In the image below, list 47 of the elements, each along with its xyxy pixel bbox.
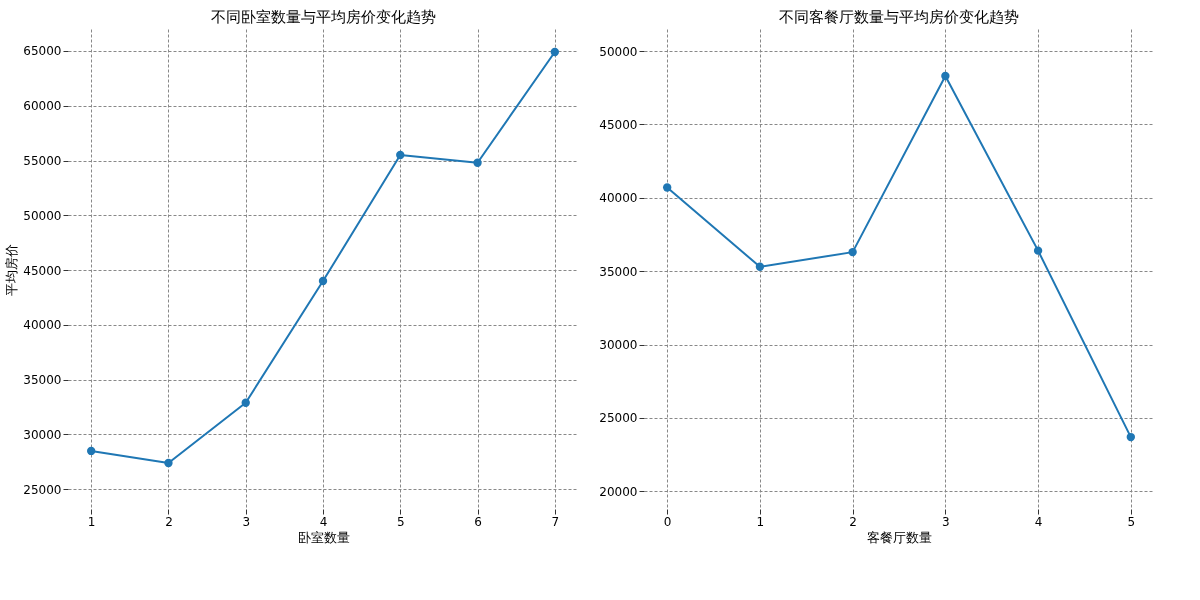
x-tick-label: 3 xyxy=(942,514,950,529)
y-tick-label: 50000 xyxy=(599,44,638,59)
x-tick-label: 3 xyxy=(242,514,251,529)
point xyxy=(473,158,482,167)
point xyxy=(241,398,250,407)
point xyxy=(1033,246,1043,255)
point xyxy=(848,247,857,257)
y-tick-label: 20000 xyxy=(599,484,638,499)
y-tick-label: 60000 xyxy=(23,99,62,114)
x-axis-title: 客餐厅数量 xyxy=(867,529,932,545)
x-tick-label: 2 xyxy=(849,514,857,529)
y-tick-label: 55000 xyxy=(23,154,62,169)
x-tick-label: 4 xyxy=(319,514,328,529)
y-tick-label: 50000 xyxy=(23,208,62,223)
x-axis-title: 卧室数量 xyxy=(297,529,350,545)
y-tick-label: 45000 xyxy=(599,117,638,132)
x-tick-label: 4 xyxy=(1034,514,1043,529)
y-tick-label: 35000 xyxy=(23,373,62,388)
point xyxy=(1126,432,1135,442)
point xyxy=(755,262,765,271)
y-axis-title: 平均房价 xyxy=(4,243,20,296)
x-tick-label: 5 xyxy=(1127,514,1136,529)
y-tick-label: 65000 xyxy=(23,44,62,59)
y-tick-label: 30000 xyxy=(599,338,638,353)
x-tick-label: 1 xyxy=(756,514,765,529)
point xyxy=(164,458,173,468)
x-tick-label: 5 xyxy=(396,514,405,529)
x-tick-label: 2 xyxy=(165,514,173,529)
point xyxy=(941,71,950,81)
y-tick-label: 30000 xyxy=(23,427,62,442)
x-tick-label: 6 xyxy=(474,514,482,529)
chart-title: 不同卧室数量与平均房价变化趋势 xyxy=(210,8,436,26)
point xyxy=(318,276,328,286)
point xyxy=(663,183,672,192)
y-tick-label: 35000 xyxy=(599,264,638,279)
point xyxy=(396,150,405,160)
y-tick-label: 40000 xyxy=(599,191,638,206)
x-tick-label: 1 xyxy=(87,514,96,529)
point xyxy=(550,47,559,57)
x-tick-label: 0 xyxy=(663,514,672,529)
chart-title: 不同客餐厅数量与平均房价变化趋势 xyxy=(779,8,1019,26)
point xyxy=(87,446,96,456)
y-tick-label: 25000 xyxy=(599,411,638,426)
y-tick-label: 25000 xyxy=(23,482,62,497)
x-tick-label: 7 xyxy=(551,514,560,529)
y-tick-label: 40000 xyxy=(23,318,62,333)
y-tick-label: 45000 xyxy=(23,263,62,278)
